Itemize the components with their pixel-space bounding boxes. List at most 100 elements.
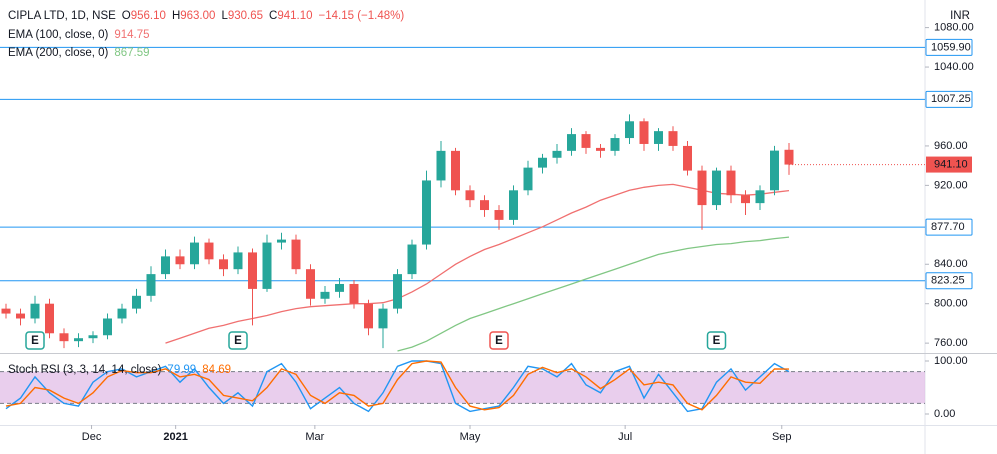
legend-item: EMA (100, close, 0) (8, 29, 109, 41)
level-label: 823.25 (931, 275, 965, 287)
candle-body (625, 121, 634, 139)
level-label: 1007.25 (931, 93, 971, 105)
currency: INR (950, 10, 970, 22)
candle-body (668, 131, 678, 146)
stoch-pane (0, 360, 925, 413)
earnings-label: E (234, 335, 242, 347)
ema-line (397, 236, 790, 352)
candle-body (30, 303, 40, 319)
y-tick-label: 100.00 (934, 355, 968, 367)
level-tag (925, 218, 973, 236)
legend-item: 930.65 (228, 10, 263, 22)
last-price-label: 941.10 (934, 158, 968, 170)
candle-body (88, 335, 98, 339)
candle-body (146, 274, 156, 296)
y-tick-label: 920.00 (934, 179, 968, 191)
candle-body (581, 134, 591, 148)
candle-body (132, 295, 141, 309)
candle-body (262, 242, 272, 289)
candle-body (233, 252, 243, 270)
legend-item: 84.69 (202, 364, 231, 376)
candle-body (436, 150, 446, 181)
y-tick-label: 0.00 (934, 408, 955, 420)
legend-item: 914.75 (114, 29, 149, 41)
candle-body (16, 313, 25, 319)
candle-body (349, 283, 359, 304)
candle-body (697, 170, 707, 206)
candle-body (465, 190, 475, 201)
candle-body (103, 318, 112, 336)
candle-body (509, 190, 518, 220)
legend-item: 79.99 (167, 364, 196, 376)
level-tag (925, 38, 973, 56)
x-tick-label: May (460, 431, 481, 443)
earnings-marker (25, 331, 45, 350)
candle-body (277, 239, 286, 243)
x-tick-label: Jul (618, 431, 632, 443)
candle-body (654, 131, 663, 144)
legend-row: CIPLA LTD, 1D, NSE O956.10 H963.00 L930.65 C… (8, 10, 404, 22)
legend-item: O (122, 10, 131, 22)
candle-body (59, 333, 69, 342)
legend-item: 941.10 (277, 10, 312, 22)
candle-body (784, 149, 794, 165)
level-label: 877.70 (931, 221, 965, 233)
candle-body (596, 147, 605, 151)
candle-body (117, 308, 127, 319)
candle-body (741, 195, 750, 204)
candle-body (538, 157, 547, 168)
earnings-marker (228, 331, 248, 350)
candle-body (451, 150, 460, 191)
last-price-tag (926, 156, 972, 173)
candle-body (306, 269, 315, 299)
y-tick-label: 800.00 (934, 298, 968, 310)
legend-item: 963.00 (180, 10, 215, 22)
candle-body (393, 274, 402, 309)
legend-row: Stoch RSI (3, 3, 14, 14, close) 79.99 84.6… (8, 364, 231, 376)
stoch-line (5, 360, 790, 413)
legend-item: 956.10 (131, 10, 166, 22)
level-tag (925, 272, 973, 290)
stoch-band (0, 371, 925, 404)
y-tick-label: 1080.00 (934, 22, 974, 34)
y-tick-label: 1040.00 (934, 61, 974, 73)
candle-body (567, 134, 576, 151)
legend-item: 867.59 (114, 47, 149, 59)
candle-body (610, 138, 620, 151)
candle-body (712, 170, 721, 206)
candle-body (1, 308, 11, 314)
candle-body (378, 308, 388, 329)
axes: 760.00 800.00 840.00 920.00 960.00 1040.00 108… (82, 22, 974, 443)
x-tick-label: Dec (82, 431, 102, 443)
y-tick-label: 960.00 (934, 140, 968, 152)
candle-body (480, 200, 489, 211)
legend-row: EMA (100, close, 0) 914.75 (8, 29, 150, 41)
candle-body (770, 150, 779, 191)
y-tick-label: 760.00 (934, 337, 968, 349)
legend-item: L (221, 10, 228, 22)
candle-body (45, 303, 54, 334)
candle-body (683, 145, 692, 171)
x-tick-label: 2021 (163, 431, 187, 443)
candle-body (204, 242, 214, 260)
candle-body (175, 256, 185, 265)
legend: CIPLA LTD, 1D, NSE O956.10 H963.00 L930.65 C… (8, 10, 404, 376)
candle-body (552, 150, 562, 158)
candle-body (320, 291, 330, 299)
candle-body (422, 180, 431, 245)
candle-body (219, 259, 228, 270)
legend-item: H (172, 10, 180, 22)
y-tick-label: 840.00 (934, 258, 968, 270)
candle-body (639, 121, 649, 144)
x-tick-label: Mar (305, 431, 324, 443)
candle-body (335, 283, 344, 292)
x-tick-label: Sep (772, 431, 792, 443)
candle-body (190, 242, 199, 265)
legend-item: CIPLA LTD, 1D, NSE (8, 10, 116, 22)
candle-body (494, 210, 504, 220)
candle-body (364, 303, 373, 329)
earnings-label: E (495, 335, 503, 347)
earnings-label: E (713, 335, 721, 347)
candle-body (755, 190, 765, 204)
